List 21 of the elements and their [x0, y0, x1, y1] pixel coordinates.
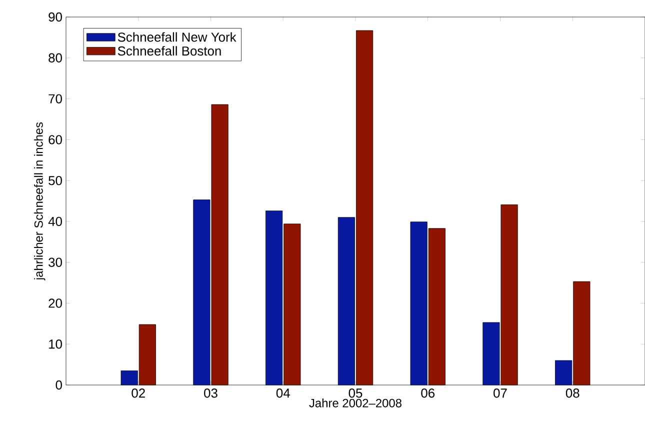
y-tick-label: 20 [48, 298, 62, 308]
x-tick-label: 07 [494, 388, 507, 398]
x-axis-title: Jahre 2002–2008 [309, 398, 402, 408]
y-tick-label: 10 [49, 340, 62, 349]
x-tick-label: 02 [132, 388, 145, 398]
x-tick-label: 03 [204, 388, 218, 398]
y-tick-label: 60 [48, 135, 62, 144]
x-tick-label: 04 [276, 388, 290, 398]
x-tick-label: 06 [421, 388, 435, 398]
y-axis-title: jahrlicher Schneefall in inches [34, 122, 46, 280]
x-tick-label: 05 [348, 388, 362, 398]
legend-label: Schneefall New York [118, 32, 236, 42]
legend-label: Schneefall Boston [118, 46, 221, 56]
y-tick-label: 40 [48, 216, 62, 226]
y-tick-label: 30 [48, 258, 62, 267]
y-tick-label: 80 [48, 53, 62, 62]
y-tick-label: 50 [48, 176, 62, 186]
x-tick-label: 08 [566, 388, 580, 398]
y-tick-label: 0 [56, 380, 62, 390]
y-tick-label: 90 [48, 12, 62, 22]
y-tick-label: 70 [48, 94, 62, 104]
